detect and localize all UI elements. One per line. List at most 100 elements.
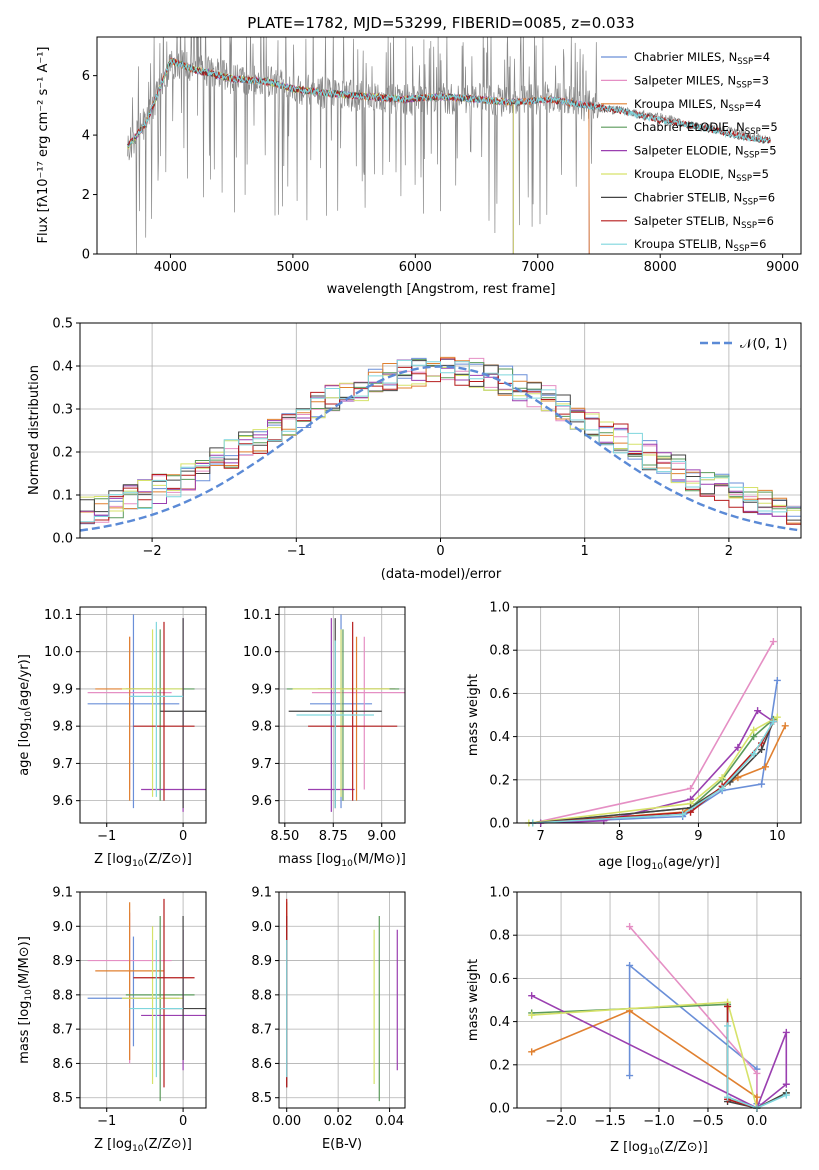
weight-marker: [782, 1028, 790, 1036]
residual-xlabel: (data-model)/error: [381, 567, 502, 582]
weight-marker: [734, 743, 742, 751]
spectrum-xtick-label: 9000: [766, 260, 799, 275]
legend-entry: Kroupa STELIB, NSSP=6: [634, 237, 766, 254]
weight-vs-z-xtick-label: −0.5: [692, 1114, 724, 1129]
weight-marker: [718, 784, 726, 792]
mass-vs-ebv-ytick-label: 9.1: [251, 886, 272, 901]
weight-vs-age-ytick-label: 0.4: [489, 730, 510, 745]
mass-vs-z-ylabel: mass [log10(M/M⊙)]: [17, 936, 34, 1064]
weight-marker: [773, 713, 781, 721]
weight-marker: [528, 1011, 536, 1019]
legend-entry: Chabrier MILES, NSSP=4: [634, 50, 770, 67]
weight-marker: [528, 1048, 536, 1056]
weight-marker: [687, 784, 695, 792]
mass-vs-z-ytick-label: 8.5: [52, 1091, 73, 1106]
weight-vs-z-xtick-label: −1.0: [643, 1114, 675, 1129]
weight-marker: [626, 923, 634, 931]
mass-vs-ebv-ytick-label: 8.6: [251, 1057, 272, 1072]
spectrum-plot-area: [127, 37, 771, 254]
weight-vs-age-xtick-label: 9: [694, 829, 702, 844]
residual-ytick-label: 0.1: [52, 489, 73, 504]
weight-marker: [528, 992, 536, 1000]
weight-marker: [753, 1069, 761, 1077]
residual-ytick-label: 0.5: [52, 317, 73, 332]
mass-vs-z-ytick-label: 8.8: [52, 988, 73, 1003]
legend-entry: Salpeter STELIB, NSSP=6: [634, 214, 774, 231]
weight-marker: [769, 638, 777, 646]
mass-vs-z-axes-frame: [79, 891, 207, 1109]
residual-ytick-label: 0.2: [52, 446, 73, 461]
residual-ytick-label: 0.4: [52, 360, 73, 375]
spectrum-xtick-label: 8000: [644, 260, 677, 275]
weight-vs-z-ytick-label: 0.0: [489, 1102, 510, 1117]
mass-vs-z-ytick-label: 8.6: [52, 1057, 73, 1072]
weight-vs-age-ylabel: mass weight: [466, 674, 481, 756]
weight-vs-z-xtick-label: −1.5: [594, 1114, 626, 1129]
weight-marker: [758, 780, 766, 788]
age-vs-z-ytick-label: 9.9: [52, 682, 73, 697]
weight-series-line: [532, 641, 775, 824]
weight-vs-age-ytick-label: 0.2: [489, 773, 510, 788]
residual-xtick-label: 2: [725, 544, 733, 559]
weight-marker: [724, 1093, 732, 1101]
mass-vs-ebv-xlabel: E(B-V): [322, 1137, 362, 1152]
weight-marker: [750, 726, 758, 734]
age-vs-mass-ytick-label: 9.8: [251, 720, 272, 735]
age-vs-mass-ytick-label: 10.0: [243, 645, 272, 660]
weight-vs-age-axes-frame: [516, 606, 802, 824]
weight-series-line: [726, 1025, 787, 1109]
mass-vs-ebv-ytick-label: 8.8: [251, 988, 272, 1003]
weight-marker: [734, 774, 742, 782]
weight-vs-age-ytick-label: 0.8: [489, 644, 510, 659]
weight-vs-z-xtick-label: 0.0: [747, 1114, 768, 1129]
spectrum-ytick-label: 2: [82, 188, 90, 203]
mass-vs-z-xtick-label: −1: [97, 1114, 116, 1129]
weight-vs-z-xtick-label: −2.0: [545, 1114, 577, 1129]
age-vs-z-ytick-label: 9.8: [52, 720, 73, 735]
spectrum-ytick-label: 6: [82, 69, 90, 84]
weight-marker: [718, 774, 726, 782]
residual-ticks: −2 −1 0 1 2 0.0 0.1 0.2 0.3 0.4 0.5: [52, 317, 801, 559]
age-vs-z-ylabel: age [log10(age/yr)]: [17, 654, 34, 776]
weight-marker: [679, 810, 687, 818]
mass-vs-z-xlabel: Z [log10(Z/Z⊙)]: [94, 1137, 192, 1154]
residual-xtick-label: 0: [436, 544, 444, 559]
legend-entry: 𝒩(0, 1): [740, 337, 787, 352]
legend-entry: Salpeter MILES, NSSP=3: [634, 73, 769, 90]
weight-series-line: [540, 709, 774, 824]
weight-series-line: [628, 963, 758, 1104]
weight-vs-age-ytick-label: 0.6: [489, 687, 510, 702]
weight-marker: [773, 676, 781, 684]
weight-marker: [782, 1091, 790, 1099]
weight-series-line: [528, 716, 778, 824]
mass-vs-z-ytick-label: 8.7: [52, 1023, 73, 1038]
weight-vs-z-ylabel: mass weight: [466, 959, 481, 1041]
weight-marker: [724, 1002, 732, 1010]
weight-vs-age-xlabel: age [log10(age/yr)]: [598, 855, 720, 872]
weight-vs-z-ytick-label: 0.6: [489, 972, 510, 987]
mass-vs-ebv-ticks: 0.00 0.02 0.04 8.5 8.6 8.7 8.8 8.9 9.0 9.1: [251, 886, 405, 1129]
weight-marker: [769, 717, 777, 725]
age-vs-mass-plot-area: [286, 614, 405, 812]
age-vs-z-xtick-label: −1: [97, 829, 116, 844]
mass-vs-z-ytick-label: 9.1: [52, 886, 73, 901]
weight-vs-age-xtick-label: 7: [537, 829, 545, 844]
age-vs-z-ytick-label: 9.7: [52, 757, 73, 772]
weight-marker: [626, 1072, 634, 1080]
spectrum-xtick-label: 6000: [399, 260, 432, 275]
age-vs-z-ytick-label: 10.0: [44, 645, 73, 660]
weight-marker: [758, 746, 766, 754]
residual-xtick-label: −1: [287, 544, 306, 559]
mass-vs-ebv-ytick-label: 8.5: [251, 1091, 272, 1106]
spectrum-ylabel: Flux [fλ10⁻¹⁷ erg cm⁻² s⁻¹ A⁻¹]: [36, 47, 51, 244]
mass-vs-ebv-plot-area: [286, 898, 398, 1102]
weight-vs-z-axes-frame: [516, 891, 802, 1109]
age-vs-mass-ytick-label: 9.9: [251, 682, 272, 697]
age-vs-mass-axes-frame: [278, 606, 406, 824]
age-vs-z-xlabel: Z [log10(Z/Z⊙)]: [94, 852, 192, 869]
age-vs-mass-xlabel: mass [log10(M/M⊙)]: [278, 852, 406, 869]
residual-axes-frame: [79, 322, 802, 539]
residual-ytick-label: 0.3: [52, 403, 73, 418]
spectrum-xlabel: wavelength [Angstrom, rest frame]: [327, 282, 556, 297]
